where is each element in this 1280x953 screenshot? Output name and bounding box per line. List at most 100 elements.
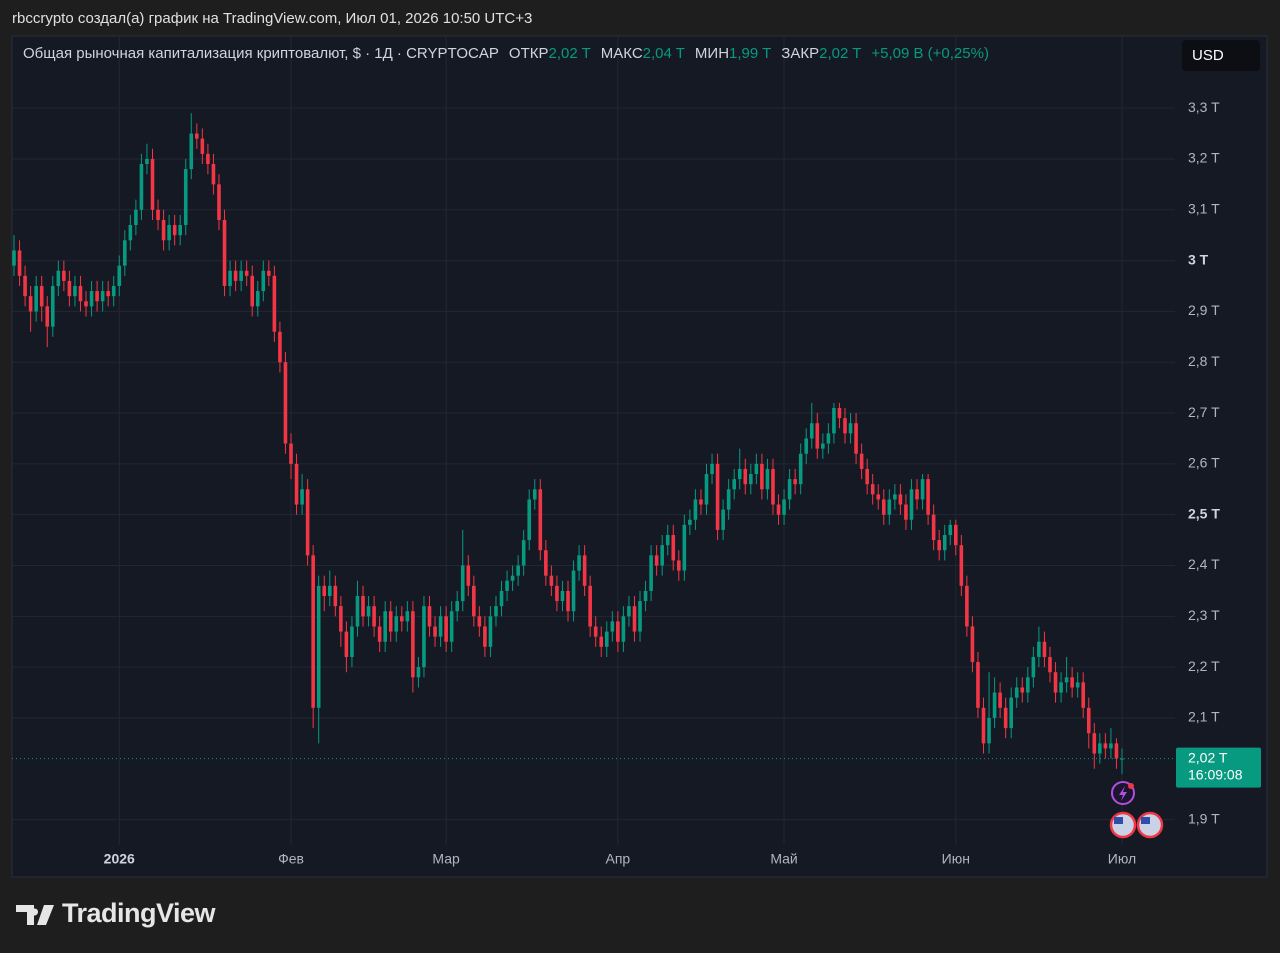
- candle-body: [987, 717, 991, 744]
- candle-body: [372, 606, 376, 627]
- candle-body: [267, 270, 271, 276]
- candle-body: [195, 133, 199, 139]
- candle-body: [416, 667, 421, 678]
- y-tick-label: 3,1 T: [1188, 200, 1220, 216]
- candle-body: [499, 590, 504, 607]
- candle-body: [754, 463, 759, 475]
- x-tick-label: Июн: [942, 851, 970, 867]
- candle-body: [760, 463, 764, 490]
- candle-body: [156, 209, 160, 220]
- candle-body: [893, 494, 897, 500]
- candle-body: [560, 590, 565, 602]
- candle-body: [749, 474, 753, 485]
- candle-body: [377, 626, 382, 642]
- header: rbccrypto создал(а) график на TradingVie…: [12, 10, 533, 27]
- candle-body: [948, 524, 953, 536]
- candle-body: [521, 540, 526, 566]
- candle-body: [139, 164, 144, 210]
- candle-body: [178, 225, 182, 236]
- candle-body: [737, 468, 742, 480]
- candle-body: [887, 499, 892, 515]
- candle-body: [106, 291, 110, 297]
- candle-body: [843, 418, 847, 434]
- candle-body: [422, 606, 426, 668]
- candle-body: [17, 250, 22, 276]
- candle-body: [1003, 707, 1008, 729]
- candle-body: [782, 499, 786, 515]
- candle-body: [555, 585, 559, 602]
- candle-body: [510, 575, 515, 581]
- candle-body: [1014, 687, 1019, 698]
- candle-body: [400, 616, 404, 622]
- candle-body: [1031, 656, 1036, 678]
- brand: TradingView: [62, 898, 216, 928]
- candle-body: [688, 519, 692, 525]
- candle-body: [1037, 641, 1041, 657]
- currency-button[interactable]: USD: [1182, 40, 1260, 71]
- candle-body: [599, 636, 604, 647]
- candle-body: [798, 453, 803, 485]
- candle-body: [161, 219, 166, 241]
- candle-body: [721, 509, 725, 530]
- candle-body: [211, 164, 216, 185]
- legend: Общая рыночная капитализация криптовалют…: [23, 45, 989, 62]
- candle-body: [743, 468, 748, 485]
- candle-body: [1009, 697, 1013, 729]
- candle-body: [765, 468, 770, 490]
- candle-body: [172, 225, 177, 236]
- candle-body: [527, 499, 532, 541]
- candle-body: [472, 585, 476, 617]
- candle-body: [449, 611, 454, 642]
- candle-body: [704, 474, 709, 505]
- legend-value: 1,99 T: [729, 45, 772, 62]
- candle-body: [931, 514, 936, 541]
- candle-body: [942, 535, 947, 551]
- candle-body: [278, 331, 282, 363]
- legend-label: ОТКР: [508, 45, 549, 62]
- candle-body: [588, 585, 592, 627]
- y-tick-label: 2,8 T: [1188, 353, 1220, 369]
- y-tick-label: 3,2 T: [1188, 150, 1220, 166]
- legend-value: 2,04 T: [642, 45, 685, 62]
- candle-body: [145, 158, 149, 165]
- candle-body: [1120, 758, 1124, 760]
- candle-body: [832, 407, 836, 434]
- candle-body: [1075, 682, 1080, 688]
- candle-body: [189, 133, 194, 170]
- candle-body: [915, 489, 919, 500]
- x-tick-label: Май: [770, 851, 797, 867]
- candle-body: [616, 621, 620, 642]
- candle-body: [316, 585, 321, 708]
- candle-body: [621, 616, 626, 642]
- brand-logo: [16, 905, 54, 925]
- candle-body: [460, 565, 465, 602]
- candle-body: [134, 209, 138, 226]
- candle-body: [593, 626, 598, 637]
- candle-body: [455, 601, 459, 612]
- y-tick-label: 2,6 T: [1188, 455, 1220, 471]
- candle-body: [876, 494, 881, 500]
- flag-icon[interactable]: [1136, 811, 1164, 839]
- candle-body: [233, 270, 238, 281]
- candle-body: [627, 606, 631, 617]
- candle-body: [904, 504, 908, 520]
- candle-body: [294, 463, 299, 505]
- candle-body: [1059, 682, 1063, 693]
- candle-body: [28, 296, 33, 312]
- candle-body: [95, 291, 99, 302]
- candle-body: [89, 291, 94, 307]
- candle-body: [976, 662, 980, 708]
- flag-icon[interactable]: [1109, 811, 1137, 839]
- candle-body: [1048, 656, 1052, 673]
- candle-body: [255, 291, 260, 307]
- candle-body: [544, 550, 548, 576]
- candle-body: [710, 463, 714, 475]
- flag-part: [1114, 817, 1123, 824]
- candle-body: [566, 590, 570, 612]
- candle-body: [355, 595, 360, 627]
- candle-body: [383, 611, 387, 642]
- candle-body: [671, 535, 676, 561]
- candle-body: [937, 540, 941, 551]
- candle-body: [50, 286, 55, 327]
